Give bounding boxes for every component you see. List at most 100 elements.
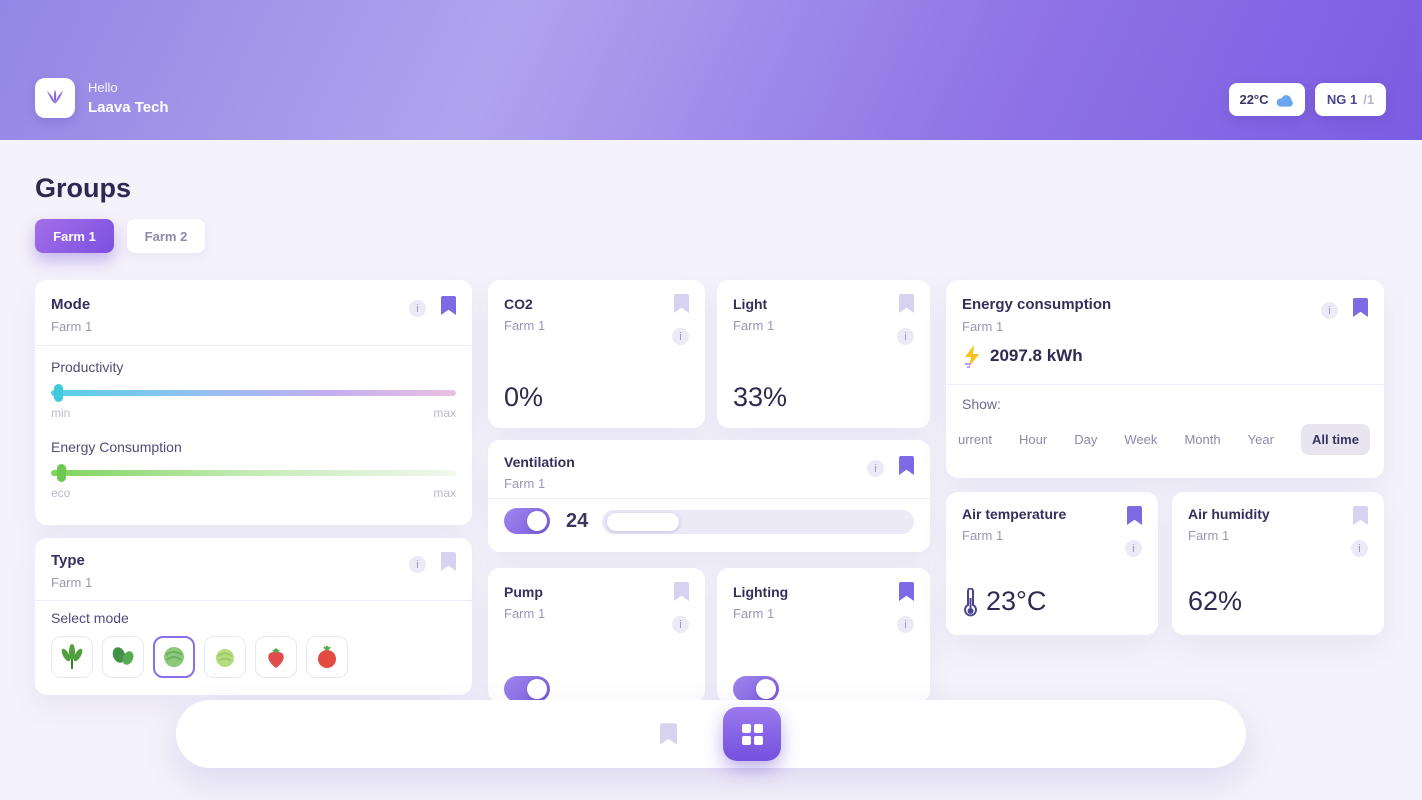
lighting-toggle[interactable] [733,676,779,702]
co2-card-title: CO2 [504,296,533,312]
bookmark-icon[interactable] [899,294,914,318]
info-icon[interactable] [672,616,689,633]
bookmark-icon[interactable] [441,552,456,576]
pump-toggle[interactable] [504,676,550,702]
range-hour[interactable]: Hour [1019,431,1048,447]
energy-slider-track[interactable] [51,470,456,476]
tab-farm-2[interactable]: Farm 2 [127,219,205,253]
ng-button[interactable]: NG 1/1 [1315,83,1386,116]
info-icon[interactable] [409,300,426,317]
greeting-block: Hello Laava Tech [88,80,169,116]
page-title: Groups [35,173,132,203]
type-option-tomato[interactable] [306,636,348,678]
bookmark-icon[interactable] [899,582,914,606]
lettuce-icon [216,649,234,667]
divider [946,384,1384,385]
plant-logo-icon [46,89,64,104]
energy-card-subtitle: Farm 1 [962,319,1004,334]
range-year[interactable]: Year [1247,431,1274,447]
bookmark-icon[interactable] [674,294,689,318]
air-humidity-subtitle: Farm 1 [1188,528,1230,543]
ng-label: NG 1 [1326,92,1358,107]
energy-max-label: max [433,486,456,500]
ventilation-card-title: Ventilation [504,454,575,470]
select-mode-label: Select mode [51,610,129,626]
ventilation-card: Ventilation Farm 1 24 [488,440,930,552]
tomato-icon [318,646,336,668]
divider [488,498,930,499]
info-icon[interactable] [409,556,426,573]
bookmark-icon[interactable] [899,456,914,480]
range-week[interactable]: Week [1124,431,1158,447]
ventilation-slider-handle[interactable] [607,513,679,531]
dashboard-grid-button[interactable] [723,707,781,761]
air-temperature-value: 23°C [986,586,1047,616]
ventilation-toggle[interactable] [504,508,550,534]
productivity-slider-track[interactable] [51,390,456,396]
mode-card-subtitle: Farm 1 [51,319,93,334]
bookmark-icon[interactable] [660,723,677,750]
cloud-icon [1276,94,1293,107]
pump-card-title: Pump [504,584,543,600]
info-icon[interactable] [897,328,914,345]
info-icon[interactable] [1125,540,1142,557]
show-label: Show: [962,396,1001,412]
bookmark-icon[interactable] [1353,506,1368,530]
bookmark-icon[interactable] [1127,506,1142,530]
energy-min-label: eco [51,486,71,500]
cabbage-icon [164,647,184,667]
range-month[interactable]: Month [1184,431,1221,447]
type-option-basil[interactable] [102,636,144,678]
grid-icon [741,723,763,745]
bookmark-icon[interactable] [674,582,689,606]
pump-card-subtitle: Farm 1 [504,606,546,621]
mode-card-title: Mode [51,296,91,313]
info-icon[interactable] [1351,540,1368,557]
pump-card: Pump Farm 1 [488,568,705,703]
divider [35,345,472,346]
productivity-label: Productivity [51,359,124,375]
lightning-icon [962,344,984,373]
company-name: Laava Tech [88,99,169,116]
info-icon[interactable] [867,460,884,477]
type-option-arugula[interactable] [51,636,93,678]
divider [35,600,472,601]
air-humidity-value: 62% [1188,586,1243,616]
energy-value: 2097.8 kWh [990,346,1083,365]
energy-consumption-card: Energy consumption Farm 1 2097.8 kWh Sho… [946,280,1384,478]
mode-card: Mode Farm 1 Productivity min max Energy … [35,280,472,525]
type-card-subtitle: Farm 1 [51,575,93,590]
air-humidity-card: Air humidity Farm 1 62% [1172,492,1384,635]
air-humidity-title: Air humidity [1188,506,1270,522]
type-card-title: Type [51,552,85,569]
basil-icon [112,647,134,665]
ventilation-card-subtitle: Farm 1 [504,476,546,491]
app-logo[interactable] [35,78,75,118]
air-temperature-card: Air temperature Farm 1 23°C [946,492,1158,635]
info-icon[interactable] [672,328,689,345]
productivity-max-label: max [433,406,456,420]
weather-temp: 22°C [1239,92,1269,107]
ventilation-slider-track[interactable] [602,510,914,534]
light-card-title: Light [733,296,768,312]
lighting-card-title: Lighting [733,584,789,600]
lighting-card: Lighting Farm 1 [717,568,930,703]
weather-button[interactable]: 22°C [1229,83,1305,116]
bookmark-icon[interactable] [441,296,456,320]
range-day[interactable]: Day [1074,431,1098,447]
energy-slider-handle[interactable] [57,464,66,482]
tab-farm-1[interactable]: Farm 1 [35,219,114,253]
bookmark-icon[interactable] [1353,298,1368,322]
type-option-cabbage[interactable] [153,636,195,678]
range-current[interactable]: urrent [958,431,992,447]
info-icon[interactable] [1321,302,1338,319]
productivity-min-label: min [51,406,71,420]
productivity-slider-handle[interactable] [54,384,63,402]
air-temperature-title: Air temperature [962,506,1067,522]
range-all-time[interactable]: All time [1300,423,1370,455]
light-card: Light Farm 1 33% [717,280,930,428]
type-option-lettuce[interactable] [204,636,246,678]
info-icon[interactable] [897,616,914,633]
type-option-strawberry[interactable] [255,636,297,678]
type-card: Type Farm 1 Select mode [35,538,472,695]
